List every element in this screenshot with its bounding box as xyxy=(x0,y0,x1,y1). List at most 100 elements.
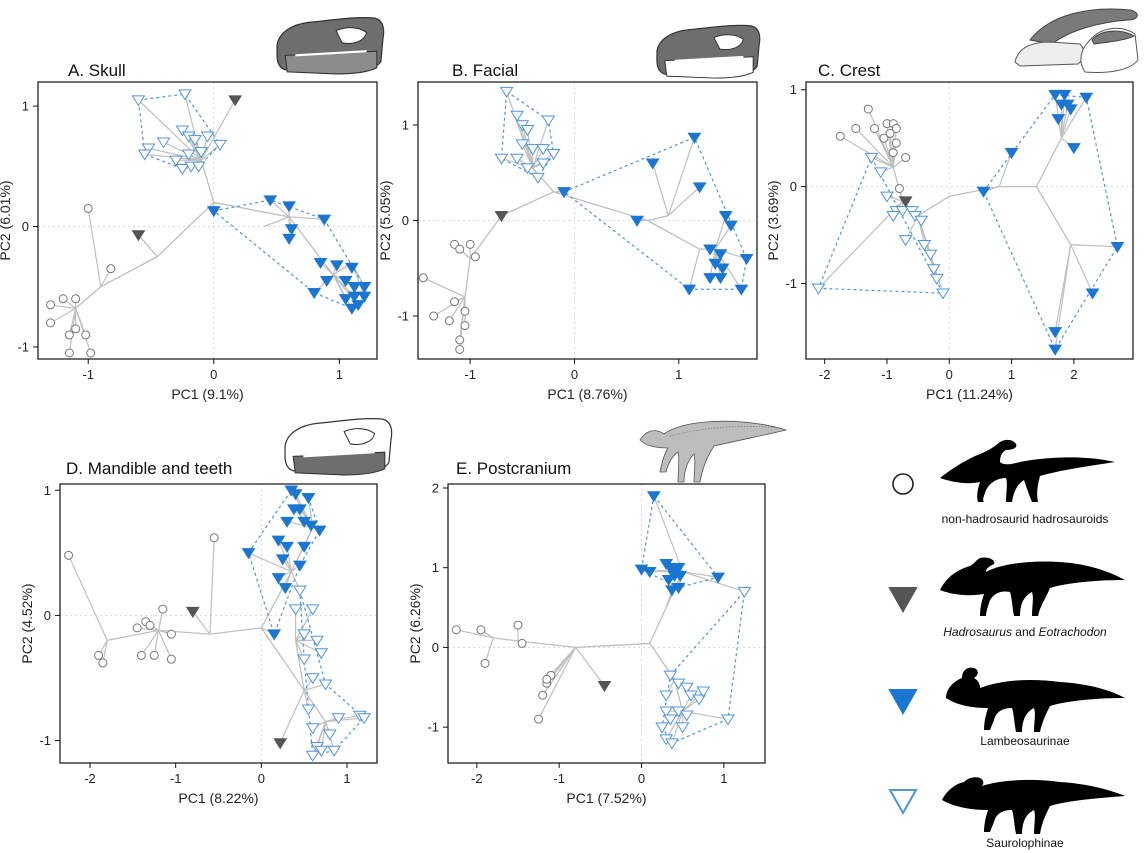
tree-branch xyxy=(248,552,292,573)
tree-branch xyxy=(871,156,894,168)
tree-branch xyxy=(303,690,327,723)
plot-frame xyxy=(59,483,378,764)
point-saurolophinae xyxy=(194,147,209,159)
convex-hull xyxy=(661,589,746,744)
point-saurolophinae xyxy=(499,86,514,98)
point-saurolophinae xyxy=(314,648,329,660)
point-lambeosaurinae xyxy=(734,284,749,296)
tree-branch xyxy=(538,647,577,720)
convex-hull xyxy=(817,156,945,294)
point-non-hadrosaurid xyxy=(444,316,454,326)
point-non-hadrosaurid xyxy=(136,650,146,660)
point-non-hadrosaurid xyxy=(132,623,142,633)
point-lambeosaurinae xyxy=(313,257,328,269)
y-tick-label: 2 xyxy=(432,480,439,495)
tree-branch xyxy=(855,128,894,168)
point-saurolophinae xyxy=(494,153,509,165)
point-hadrosaurus xyxy=(131,230,146,242)
point-saurolophinae xyxy=(297,654,312,666)
point-lambeosaurinae xyxy=(557,187,571,199)
point-lambeosaurinae xyxy=(1048,89,1063,101)
point-saurolophinae xyxy=(936,288,950,300)
point-non-hadrosaurid xyxy=(71,294,81,304)
y-tick-label: -1 xyxy=(17,339,29,354)
tree-branch xyxy=(671,710,684,744)
tree-branch xyxy=(156,201,215,258)
tree-branch xyxy=(1060,104,1069,139)
point-non-hadrosaurid xyxy=(71,324,81,334)
point-non-hadrosaurid xyxy=(64,550,74,560)
x-tick-label: 1 xyxy=(1008,367,1015,382)
tree-branch xyxy=(647,219,700,250)
point-non-hadrosaurid xyxy=(542,674,552,684)
point-lambeosaurinae xyxy=(1057,89,1072,101)
tree-branch xyxy=(682,571,719,578)
open-circle-icon xyxy=(892,473,914,495)
point-non-hadrosaurid xyxy=(863,104,873,114)
mandible-skull-drawing-icon xyxy=(284,417,393,476)
point-saurolophinae xyxy=(177,89,192,101)
point-lambeosaurinae xyxy=(319,276,334,288)
point-non-hadrosaurid xyxy=(534,714,544,724)
point-hadrosaurus xyxy=(185,606,200,618)
panel-title: A. Skull xyxy=(68,61,126,80)
point-lambeosaurinae xyxy=(280,541,294,553)
legend: non-hadrosaurid hadrosauroids Hadrosaurus… xyxy=(888,439,1125,850)
point-non-hadrosaurid xyxy=(455,244,465,254)
legend-item-lambeo: Lambeosaurinae xyxy=(888,667,1125,748)
point-non-hadrosaurid xyxy=(460,306,470,316)
point-saurolophinae xyxy=(696,686,711,698)
point-saurolophinae xyxy=(914,215,929,227)
point-saurolophinae xyxy=(288,604,303,616)
tree-branch xyxy=(137,234,158,258)
point-lambeosaurinae xyxy=(1048,344,1063,356)
x-tick-label: 0 xyxy=(946,367,953,382)
y-tick-label: 1 xyxy=(432,560,439,575)
y-tick-label: 1 xyxy=(44,483,51,498)
tree-branch xyxy=(575,642,650,649)
tree-branch xyxy=(1070,244,1118,248)
point-saurolophinae xyxy=(318,679,333,691)
tree-branch xyxy=(532,167,555,193)
point-non-hadrosaurid xyxy=(166,629,176,639)
point-saurolophinae xyxy=(305,673,320,685)
point-saurolophinae xyxy=(873,167,888,179)
point-saurolophinae xyxy=(305,723,320,735)
point-lambeosaurinae xyxy=(1048,327,1063,339)
point-saurolophinae xyxy=(536,158,551,170)
point-saurolophinae xyxy=(811,283,826,295)
x-tick-label: 0 xyxy=(571,367,578,382)
point-non-hadrosaurid xyxy=(885,128,895,138)
legend-label-part: Hadrosaurus xyxy=(943,625,1012,639)
point-saurolophinae xyxy=(175,164,190,176)
legend-label: non-hadrosaurid hadrosauroids xyxy=(942,512,1109,526)
point-lambeosaurinae xyxy=(357,291,372,303)
tree-branch xyxy=(464,258,471,298)
tree-branch xyxy=(200,160,215,203)
postcranial-skeleton-drawing-icon xyxy=(639,420,788,483)
legend-label: Saurolophinae xyxy=(986,836,1064,850)
tree-branch xyxy=(998,152,1013,187)
tree-branch xyxy=(269,199,290,218)
point-saurolophinae xyxy=(880,191,894,203)
legend-label: Hadrosaurus and Eotrachodon xyxy=(943,625,1107,639)
point-non-hadrosaurid xyxy=(835,131,845,141)
tree-branch xyxy=(200,144,221,161)
point-lambeosaurinae xyxy=(329,260,344,272)
phylomorphospace-tree xyxy=(818,94,1118,350)
y-tick-label: 0 xyxy=(432,640,439,655)
point-saurolophinae xyxy=(679,710,694,722)
point-non-hadrosaurid xyxy=(418,273,428,283)
tree-branch xyxy=(68,555,108,641)
point-non-hadrosaurid xyxy=(851,123,861,133)
tree-branch xyxy=(1070,244,1094,294)
point-lambeosaurinae xyxy=(665,585,679,597)
point-saurolophinae xyxy=(679,682,694,694)
point-saurolophinae xyxy=(331,713,346,725)
dark-triangle-icon xyxy=(888,587,918,614)
point-saurolophinae xyxy=(864,152,879,164)
tree-branch xyxy=(448,296,466,322)
tree-branch xyxy=(652,163,669,216)
legend-label-part: Eotrachodon xyxy=(1039,625,1107,639)
